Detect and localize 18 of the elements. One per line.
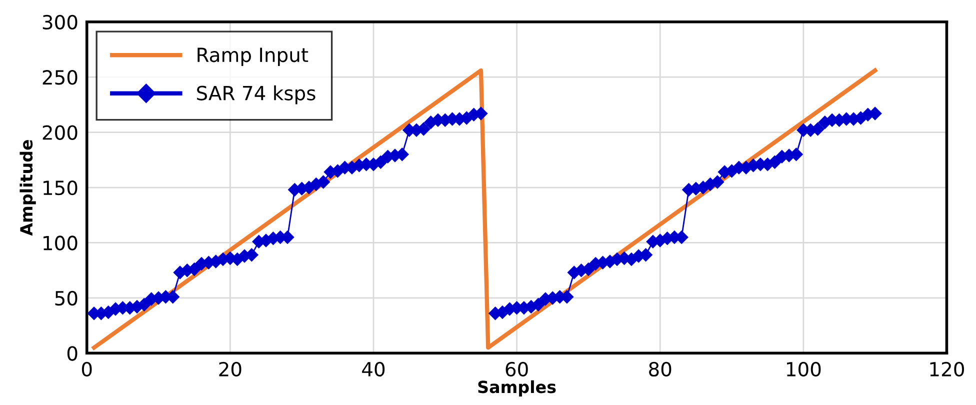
x-tick-label: 60 xyxy=(506,362,528,377)
y-tick-label: 100 xyxy=(44,236,78,250)
x-tick-label: 20 xyxy=(219,362,242,377)
y-tick-label: 300 xyxy=(42,14,78,30)
y-tick-label: 0 xyxy=(67,346,78,361)
y-tick-label: 50 xyxy=(55,290,78,306)
x-tick-label: 100 xyxy=(786,362,821,377)
x-tick-label: 0 xyxy=(82,362,92,377)
x-axis-title: Samples xyxy=(478,380,556,396)
legend-label: Ramp Input xyxy=(198,48,308,66)
y-axis-title: Amplitude xyxy=(20,140,36,236)
x-tick-label: 80 xyxy=(649,362,672,377)
legend-label: SAR 74 ksps xyxy=(197,85,316,104)
y-tick-label: 250 xyxy=(42,70,78,85)
x-tick-label: 120 xyxy=(930,362,964,377)
x-tick-label: 40 xyxy=(362,362,385,377)
y-tick-label: 200 xyxy=(42,125,78,140)
y-tick-label: 150 xyxy=(44,180,78,196)
